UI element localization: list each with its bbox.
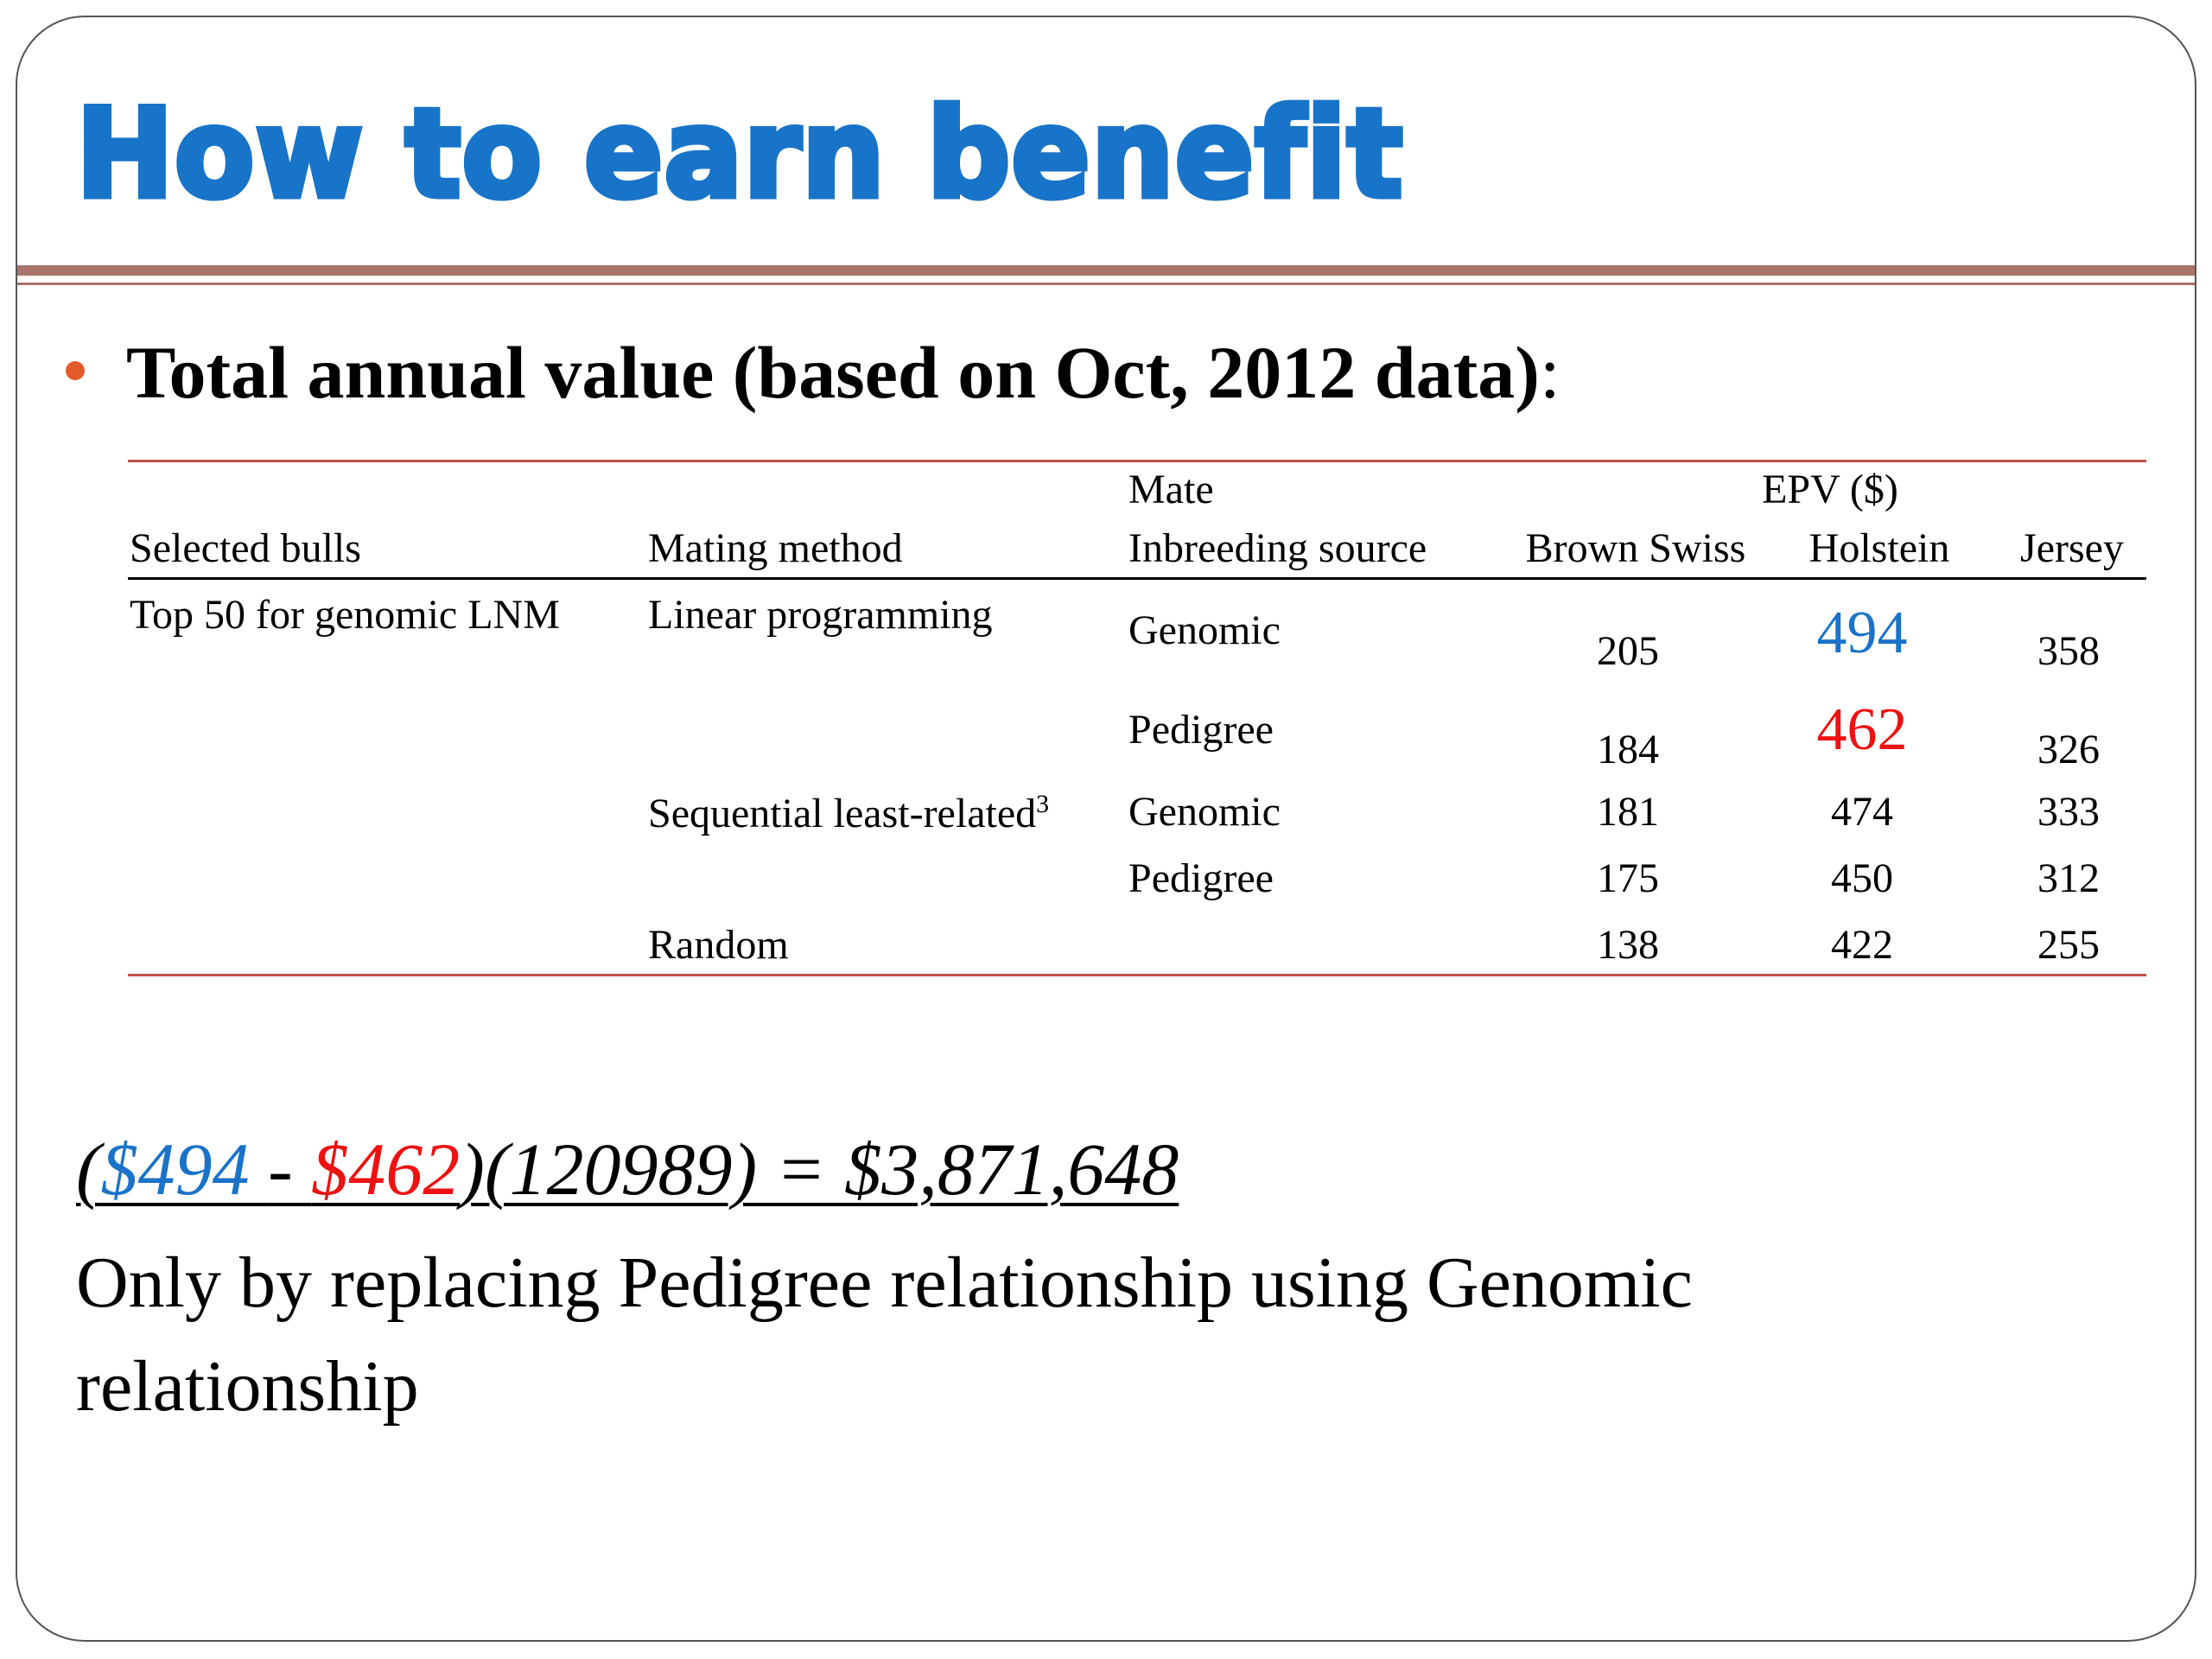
slide-title: How to earn benefit (73, 83, 1406, 226)
row-holstein: 422 (1831, 922, 1893, 968)
row-source: Genomic (1128, 789, 1281, 835)
row-brown-swiss: 205 (1597, 628, 1659, 674)
row-brown-swiss: 181 (1597, 789, 1659, 835)
row-brown-swiss: 175 (1597, 855, 1659, 901)
heading-text: Total annual value (based on Oct, 2012 d… (126, 331, 1540, 414)
title-divider (17, 265, 2195, 276)
row-source: Genomic (1128, 607, 1281, 653)
header-jersey: Jersey (2020, 525, 2124, 571)
header-epv: EPV ($) (1762, 467, 1898, 512)
row-source: Pedigree (1128, 707, 1274, 753)
formula-minus: - (268, 1128, 312, 1211)
row-source: Pedigree (1128, 855, 1274, 901)
row-holstein-highlight: 462 (1816, 696, 1908, 763)
header-mating-method: Mating method (648, 525, 903, 571)
header-inbreeding-source: Inbreeding source (1128, 525, 1427, 571)
formula-genomic-value: $494 (100, 1128, 269, 1211)
row-jersey: 358 (2037, 628, 2100, 674)
title-divider-thin (17, 283, 2195, 285)
table-bottom-rule (128, 974, 2146, 976)
selected-bulls-cell: Top 50 for genomic LNM (130, 592, 560, 638)
method-linear: Linear programming (648, 592, 993, 638)
row-holstein: 474 (1831, 789, 1893, 835)
row-jersey: 312 (2037, 855, 2100, 901)
row-brown-swiss: 184 (1597, 727, 1659, 772)
row-jersey: 255 (2037, 922, 2100, 968)
table-top-rule (128, 460, 2146, 462)
row-jersey: 326 (2037, 727, 2100, 772)
row-jersey: 333 (2037, 789, 2100, 835)
row-brown-swiss: 138 (1597, 922, 1659, 968)
formula-result: )(120989) = $3,871,648 (460, 1128, 1179, 1211)
bullet-icon (66, 361, 85, 380)
formula-open: ( (76, 1128, 101, 1211)
header-selected-bulls: Selected bulls (130, 525, 361, 571)
method-sequential-label: Sequential least-related (648, 791, 1037, 836)
conclusion-text: Only by replacing Pedigree relationship … (76, 1243, 1693, 1427)
heading-colon: : (1539, 331, 1560, 414)
method-random: Random (648, 922, 789, 968)
formula-pedigree-value: $462 (311, 1128, 461, 1211)
bullet-heading: Total annual value (based on Oct, 2012 d… (126, 332, 1560, 414)
table-header-rule (128, 577, 2146, 580)
row-holstein-highlight: 494 (1816, 600, 1908, 666)
method-sequential-footnote: 3 (1036, 790, 1050, 818)
benefit-formula: ($494 - $462)(120989) = $3,871,648 (76, 1128, 1179, 1211)
header-holstein: Holstein (1808, 525, 1950, 571)
slide-frame (16, 16, 2196, 1642)
header-mate: Mate (1128, 467, 1214, 512)
method-sequential: Sequential least-related3 (648, 790, 1049, 837)
row-holstein: 450 (1831, 855, 1893, 901)
header-brown-swiss: Brown Swiss (1525, 525, 1746, 571)
